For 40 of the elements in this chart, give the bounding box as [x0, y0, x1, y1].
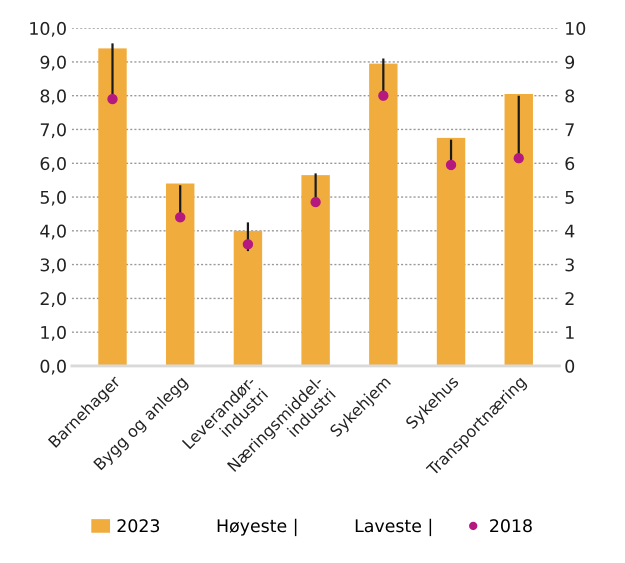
point: [310, 196, 321, 208]
y-tick-label: 1,0: [41, 326, 66, 341]
y-tick-label: 5,0: [40, 190, 66, 206]
bar: [234, 230, 262, 366]
y2-tick-label: 5: [566, 190, 574, 204]
bar: [98, 48, 127, 366]
y2-tick-label: 8: [565, 89, 574, 103]
y-tick-label: 7,0: [40, 123, 66, 138]
legend-label: 2018: [490, 519, 532, 532]
y2-tick-label: 6: [565, 156, 574, 170]
y2-tick-label: 9: [565, 56, 574, 69]
bar: [504, 94, 533, 366]
bar: [436, 138, 466, 366]
y2-tick-label: 0: [565, 360, 574, 373]
y-tick-label: 9,0: [40, 56, 66, 71]
bar: [369, 64, 398, 366]
y2-tick-label: 3: [566, 258, 574, 272]
point: [514, 153, 524, 164]
y-tick-label: 2,0: [40, 292, 66, 308]
y-tick-label: 8,0: [40, 89, 66, 104]
bar: [301, 175, 330, 366]
y-tick-label: 4,0: [40, 224, 66, 240]
y-tick-label: 6,0: [40, 156, 66, 172]
text: Høyeste |: [218, 518, 296, 536]
point: [242, 239, 254, 250]
y2-tick-label: 2: [566, 292, 574, 305]
point: [378, 90, 389, 101]
y2-tick-label: 1: [566, 326, 574, 339]
y2-tick-label: 7: [566, 123, 574, 136]
bar: [166, 184, 194, 366]
y2-tick-label: 4: [565, 224, 574, 238]
legend-label: 2023: [118, 519, 160, 532]
y-tick-label: 0,0: [40, 360, 66, 375]
y2-tick-label: 10: [566, 22, 586, 35]
point: [107, 94, 118, 104]
text: Laveste |: [356, 518, 432, 536]
point: [175, 212, 186, 223]
point: [446, 160, 456, 170]
y-tick-label: 10,0: [30, 22, 66, 37]
y-tick-label: 3,0: [40, 258, 66, 274]
